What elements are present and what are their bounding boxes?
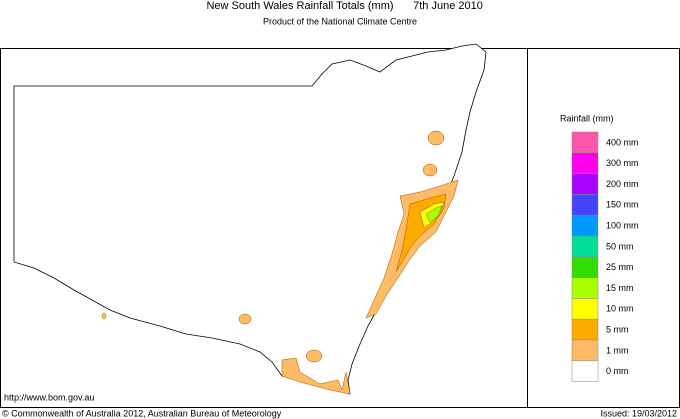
legend-swatch: [571, 152, 599, 174]
copyright: © Commonwealth of Australia 2012, Austra…: [2, 408, 282, 418]
subtitle: Product of the National Climate Centre: [263, 16, 417, 26]
legend-label: 10 mm: [606, 304, 634, 314]
legend-swatch: [571, 360, 599, 382]
issued: Issued: 19/03/2012: [600, 408, 677, 418]
title: New South Wales Rainfall Totals (mm): [206, 0, 393, 12]
legend-label: 0 mm: [606, 366, 629, 376]
nsw-map: [13, 43, 487, 395]
legend-swatch: [571, 298, 599, 320]
legend-label: 1 mm: [606, 345, 629, 355]
legend-swatch: [571, 277, 599, 299]
legend-swatch: [571, 256, 599, 278]
legend-label: 15 mm: [606, 283, 634, 293]
legend-label: 150 mm: [606, 200, 639, 210]
legend-label: 400 mm: [606, 137, 639, 147]
rainfall-15mm: [425, 205, 443, 223]
legend-label: 100 mm: [606, 220, 639, 230]
url: http://www.bom.gov.au: [4, 392, 94, 402]
legend-swatch: [571, 235, 599, 258]
legend-title: Rainfall (mm): [560, 113, 614, 123]
legend-label: 50 mm: [606, 241, 634, 251]
legend: 400 mm 300 mm 200 mm 150 mm 100 mm 50 mm 25 mm…: [571, 131, 639, 382]
legend-label: 200 mm: [606, 179, 639, 189]
legend-swatch: [571, 214, 599, 237]
legend-swatch: [571, 194, 599, 216]
legend-swatch: [571, 339, 599, 362]
legend-swatch: [571, 318, 599, 341]
legend-label: 300 mm: [606, 158, 639, 168]
legend-swatch: [571, 173, 599, 195]
legend-label: 25 mm: [606, 262, 634, 272]
date: 7th June 2010: [413, 0, 483, 12]
legend-swatch: [571, 131, 599, 154]
legend-label: 5 mm: [606, 324, 629, 334]
